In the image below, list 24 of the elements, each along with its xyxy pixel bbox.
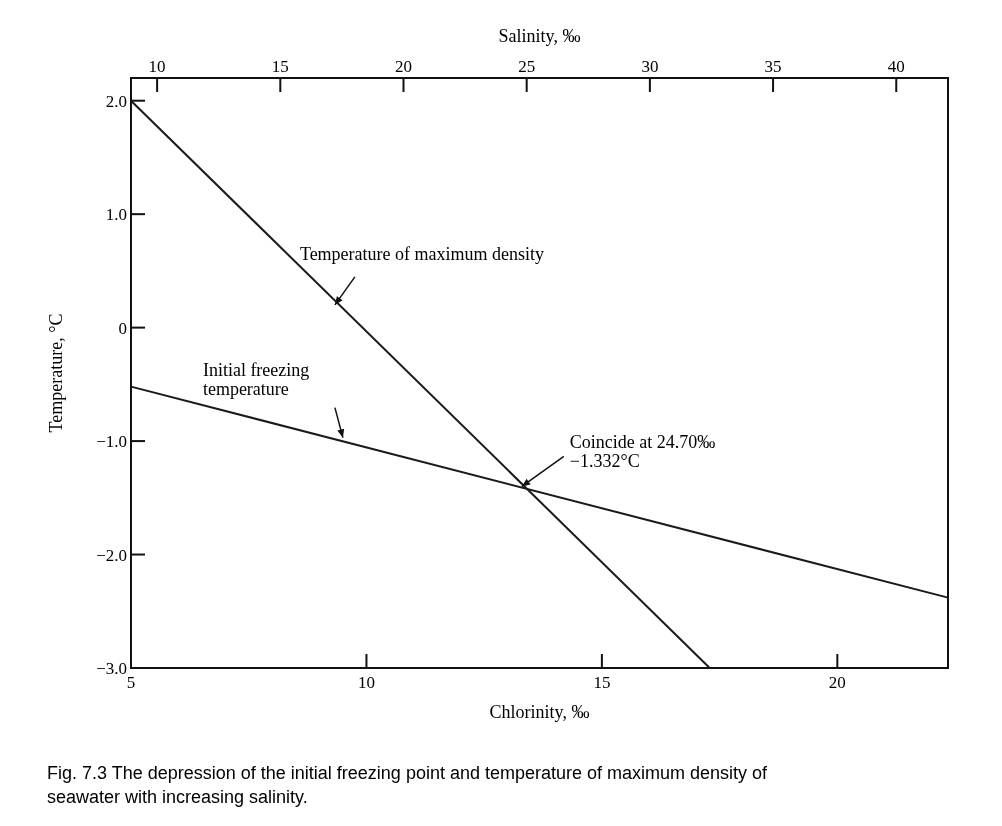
y-tick-label: 2.0 [105, 91, 127, 111]
y-tick-label: −2.0 [96, 545, 127, 565]
y-tick-label: 1.0 [105, 205, 127, 225]
y-tick-label: −3.0 [96, 659, 127, 678]
y-tick-label: −1.0 [96, 432, 127, 452]
annotation: Initial freezing temperature [202, 359, 310, 399]
x2-axis-title: Salinity, ‰ [498, 26, 581, 46]
x-axis-title: Chlorinity, ‰ [489, 702, 590, 722]
x2-tick-label: 30 [641, 57, 659, 76]
x2-tick-label: 15 [271, 57, 289, 76]
x2-tick-label: 10 [148, 57, 166, 76]
x2-tick-label: 40 [887, 57, 905, 76]
annotation: Coincide at 24.70‰ −1.332°C [569, 432, 716, 472]
x2-tick-label: 25 [518, 57, 536, 76]
x2-tick-label: 20 [395, 57, 412, 76]
x-tick-label: 5 [126, 673, 136, 692]
x2-tick-label: 35 [764, 57, 782, 76]
x-tick-label: 20 [828, 673, 846, 692]
caption: Fig. 7.3 The depression of the initial freezing point and temperature of maximum density of seawater with increasing salinity. [47, 763, 769, 807]
y-axis-title: Temperature, °C [46, 313, 66, 433]
y-tick-label: 0 [118, 318, 127, 338]
x-tick-label: 10 [357, 673, 375, 692]
x-tick-label: 15 [593, 673, 611, 692]
annotation: Temperature of maximum density [299, 243, 545, 264]
